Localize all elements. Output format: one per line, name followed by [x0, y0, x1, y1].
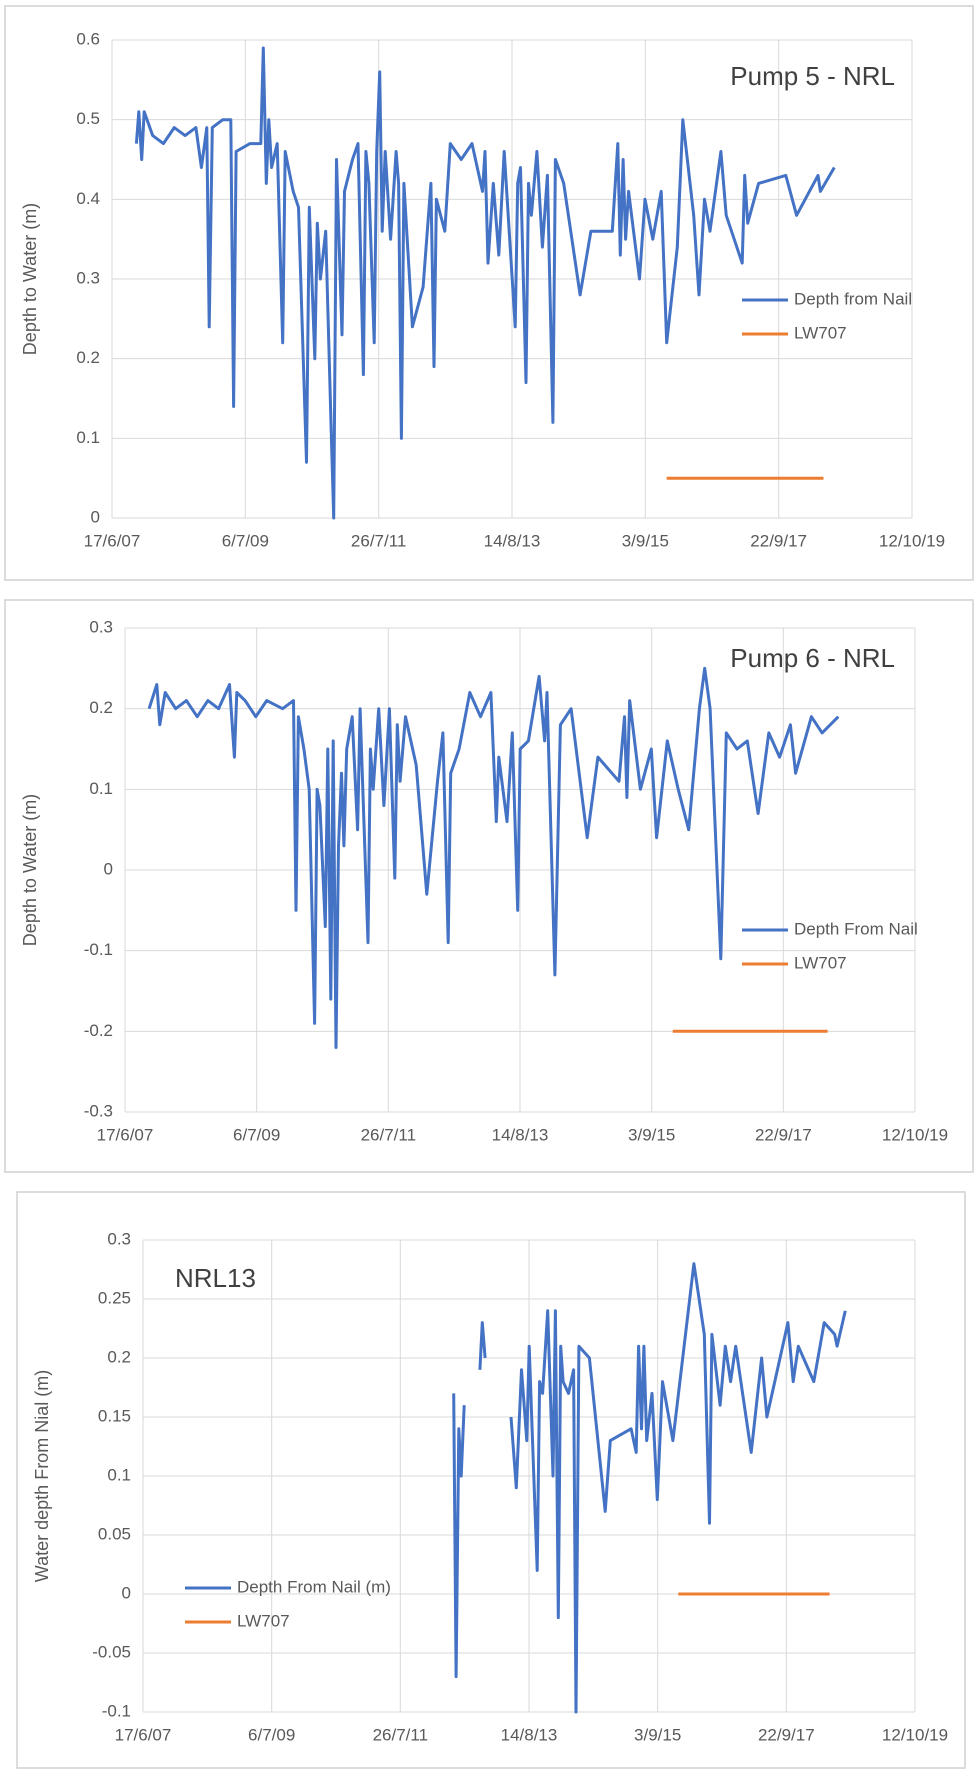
legend-label: Depth From Nail (m): [237, 1577, 391, 1596]
y-tick-label: 0.1: [89, 779, 113, 798]
x-tick-label: 14/8/13: [484, 531, 541, 550]
y-tick-label: 0.05: [98, 1524, 131, 1543]
y-tick-label: -0.1: [84, 940, 113, 959]
legend-label: Depth From Nail: [794, 919, 918, 938]
legend-label: LW707: [794, 323, 847, 342]
x-tick-label: 14/8/13: [492, 1125, 549, 1144]
y-tick-label: -0.05: [92, 1642, 131, 1661]
x-tick-label: 12/10/19: [882, 1725, 948, 1744]
y-tick-label: 0.4: [76, 189, 100, 208]
y-tick-label: 0.3: [107, 1229, 131, 1248]
chart-title: NRL13: [175, 1263, 256, 1293]
y-tick-label: 0.3: [76, 268, 100, 287]
x-tick-label: 12/10/19: [879, 531, 945, 550]
chart-panel: [16, 1191, 966, 1769]
legend-label: LW707: [237, 1611, 290, 1630]
y-tick-label: 0: [91, 507, 100, 526]
x-tick-label: 17/6/07: [97, 1125, 154, 1144]
series-line: [147, 666, 840, 1049]
y-tick-label: 0.6: [76, 29, 100, 48]
y-tick-label: 0.5: [76, 109, 100, 128]
y-tick-label: 0: [122, 1583, 131, 1602]
y-tick-label: 0.15: [98, 1406, 131, 1425]
y-tick-label: -0.1: [102, 1701, 131, 1720]
y-tick-label: -0.3: [84, 1101, 113, 1120]
y-tick-label: 0.25: [98, 1288, 131, 1307]
legend-label: LW707: [794, 953, 847, 972]
y-tick-label: -0.2: [84, 1021, 113, 1040]
x-tick-label: 12/10/19: [882, 1125, 948, 1144]
chart-title: Pump 5 - NRL: [730, 61, 895, 91]
y-tick-label: 0.1: [107, 1465, 131, 1484]
y-axis-label: Water depth From Nial (m): [32, 1370, 52, 1582]
x-tick-label: 26/7/11: [351, 531, 406, 550]
x-tick-label: 26/7/11: [361, 1125, 416, 1144]
x-tick-label: 6/7/09: [233, 1125, 280, 1144]
x-tick-label: 17/6/07: [84, 531, 141, 550]
x-tick-label: 14/8/13: [501, 1725, 558, 1744]
x-tick-label: 6/7/09: [222, 531, 269, 550]
y-tick-label: 0: [104, 859, 113, 878]
y-tick-label: 0.2: [89, 698, 113, 717]
x-tick-label: 22/9/17: [758, 1725, 815, 1744]
y-tick-label: 0.3: [89, 617, 113, 636]
chart-panel: [4, 599, 974, 1173]
x-tick-label: 3/9/15: [622, 531, 669, 550]
y-axis-label: Depth to Water (m): [20, 794, 40, 946]
x-tick-label: 17/6/07: [115, 1725, 172, 1744]
y-axis-label: Depth to Water (m): [20, 203, 40, 355]
chart-title: Pump 6 - NRL: [730, 643, 895, 673]
series-line: [452, 1262, 847, 1714]
chart-panel: [4, 5, 974, 581]
series-line: [134, 46, 836, 520]
x-tick-label: 3/9/15: [628, 1125, 675, 1144]
y-tick-label: 0.2: [76, 348, 100, 367]
x-tick-label: 3/9/15: [634, 1725, 681, 1744]
x-tick-label: 6/7/09: [248, 1725, 295, 1744]
y-tick-label: 0.1: [76, 428, 100, 447]
x-tick-label: 22/9/17: [755, 1125, 812, 1144]
y-tick-label: 0.2: [107, 1347, 131, 1366]
x-tick-label: 26/7/11: [373, 1725, 428, 1744]
legend-label: Depth from Nail: [794, 289, 912, 308]
x-tick-label: 22/9/17: [750, 531, 807, 550]
